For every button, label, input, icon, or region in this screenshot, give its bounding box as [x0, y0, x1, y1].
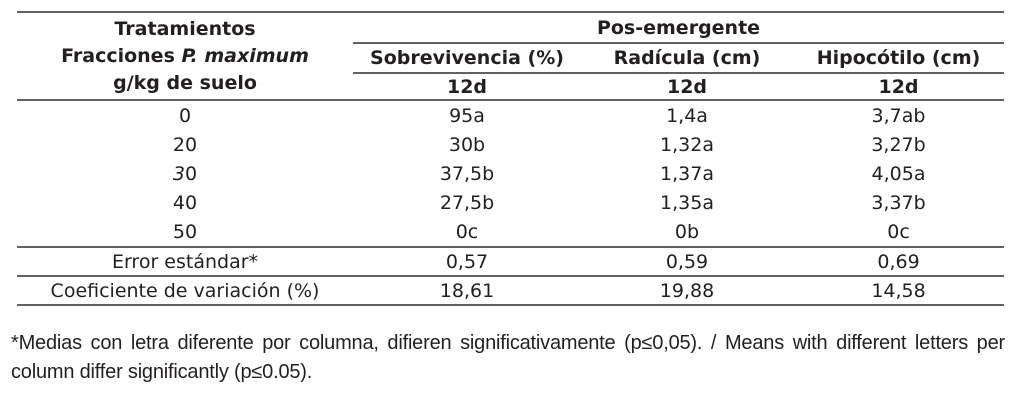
- value-cell: 19,88: [581, 276, 793, 306]
- value-cell: 30b: [448, 133, 486, 156]
- treatments-line2: Fracciones P. maximum: [17, 43, 353, 70]
- column-header-row: Sobrevivencia (%) Radícula (cm) Hipocóti…: [17, 43, 1005, 74]
- table-row: 40 27,5b 1,35a 3,37b: [17, 188, 1004, 217]
- footnote-marker: *: [11, 332, 19, 354]
- value-cell: 0b: [581, 217, 793, 248]
- column-header-radicula: Radícula (cm): [581, 43, 793, 74]
- results-table: Tratamientos Fracciones P. maximum g/kg …: [17, 11, 1005, 306]
- table-row: 0 95a 1,4a 3,7ab: [17, 100, 1004, 130]
- treatment-cell: 40: [172, 191, 198, 214]
- value-cell: 3,37b: [871, 191, 926, 214]
- value-cell: 3,27b: [871, 133, 926, 156]
- value-cell: 0,59: [581, 247, 793, 277]
- treatments-line1: Tratamientos: [114, 17, 256, 40]
- value-cell: 0,69: [793, 247, 1005, 277]
- summary-label-cell: Coeficiente de variación (%): [17, 276, 353, 306]
- value-cell: 4,05a: [871, 162, 926, 185]
- value-cell: 0,57: [353, 247, 581, 277]
- value-cell: 0c: [793, 217, 1005, 248]
- value-cell: 37,5b: [439, 162, 495, 185]
- column-header-hipocotilo: Hipocótilo (cm): [793, 43, 1005, 74]
- treatment-cell: 20: [172, 133, 198, 156]
- treatment-digit: 0: [185, 162, 198, 185]
- treatment-cell: 0: [178, 104, 192, 127]
- subheader-sobrevivencia: 12d: [353, 73, 581, 101]
- value-cell: 0c: [353, 217, 581, 248]
- fracciones-label: Fracciones: [61, 44, 182, 67]
- value-cell: 95a: [449, 104, 485, 127]
- treatments-line3: g/kg de suelo: [113, 71, 257, 94]
- subheader-hipocotilo: 12d: [793, 73, 1005, 101]
- subheader-row: 12d 12d 12d: [17, 73, 1005, 101]
- variation-coefficient-row: Coeficiente de variación (%) 18,61 19,88…: [17, 276, 1005, 306]
- species-name: P. maximum: [181, 44, 309, 67]
- group-header-row: Tratamientos Fracciones P. maximum g/kg …: [17, 12, 1005, 101]
- value-cell: 1,4a: [666, 104, 708, 127]
- summary-label-cell: Error estándar*: [17, 247, 353, 277]
- treatment-cell: 50: [17, 217, 353, 248]
- treatments-header-cell: Tratamientos Fracciones P. maximum g/kg …: [17, 12, 353, 101]
- value-cell: 27,5b: [439, 191, 495, 214]
- subheader-radicula: 12d: [581, 73, 793, 101]
- value-cell: 14,58: [793, 276, 1005, 306]
- value-cell: 3,7ab: [871, 104, 926, 127]
- table-row: 50 0c 0b 0c: [17, 217, 1005, 248]
- error-standard-row: Error estándar* 0,57 0,59 0,69: [17, 247, 1005, 277]
- group-header-cell: Pos-emergente: [353, 12, 1005, 44]
- table-row: 30 37,5b 1,37a 4,05a: [17, 159, 1004, 188]
- value-cell: 1,32a: [660, 133, 714, 156]
- footnote-text: Medias con letra diferente por columna, …: [11, 332, 1005, 383]
- table-row: 20 30b 1,32a 3,27b: [17, 130, 1004, 159]
- value-cell: 1,35a: [660, 191, 714, 214]
- value-cell: 18,61: [353, 276, 581, 306]
- column-header-sobrevivencia: Sobrevivencia (%): [353, 43, 581, 74]
- treatment-cell: 30: [17, 159, 353, 188]
- footnote: *Medias con letra diferente por columna,…: [11, 329, 1005, 387]
- treatment-italic-digit: 3: [172, 162, 185, 185]
- value-cell: 1,37a: [660, 162, 714, 185]
